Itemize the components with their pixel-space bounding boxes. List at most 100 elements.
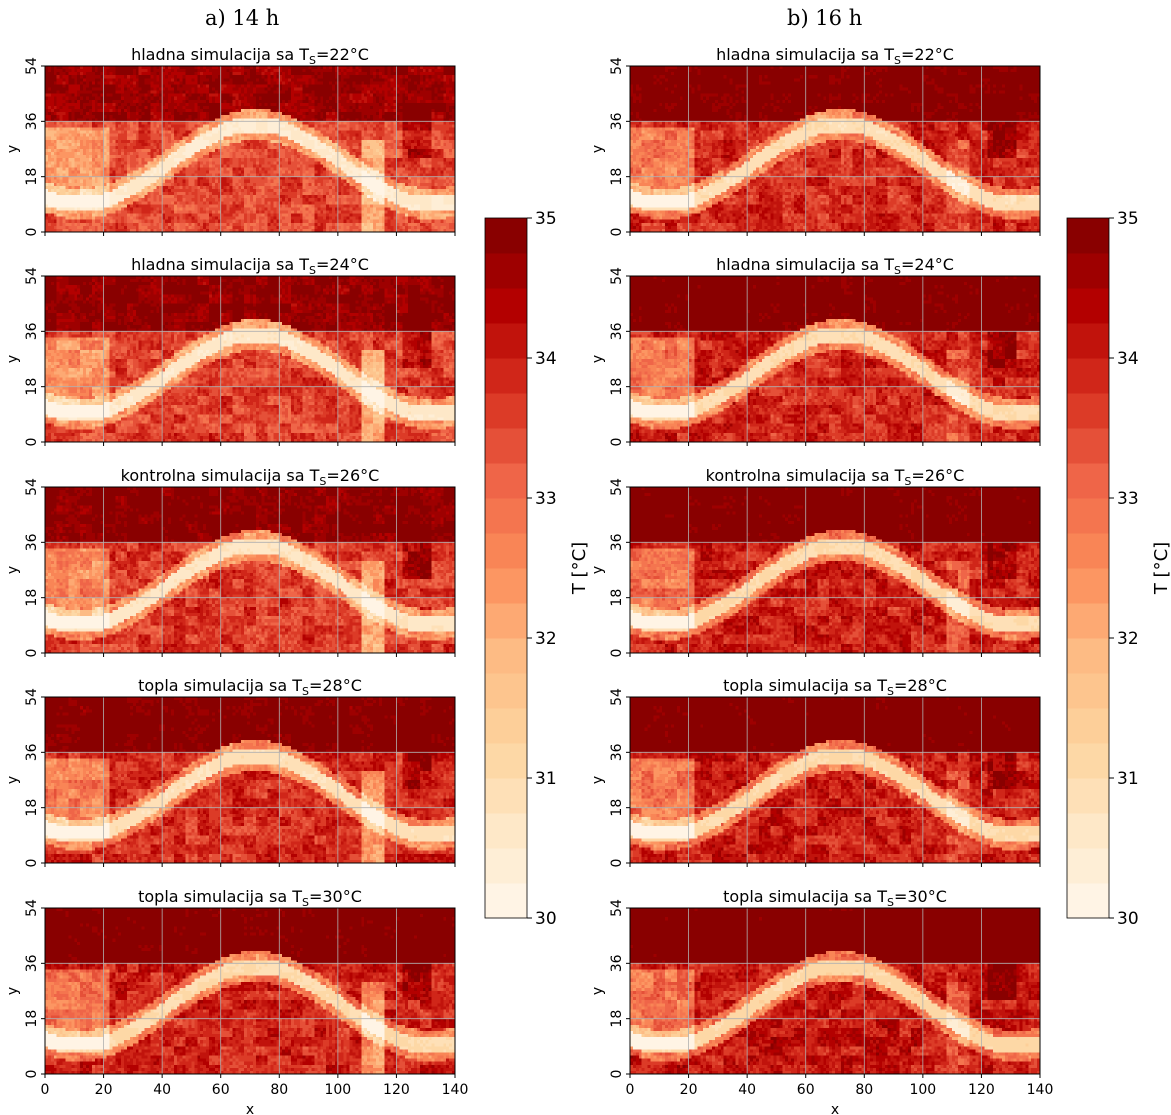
- heatmap-panel: [630, 487, 1040, 653]
- colorbar-level: [485, 323, 527, 359]
- y-tick-label: 54: [24, 688, 40, 706]
- colorbar-level: [485, 253, 527, 289]
- y-tick-label: 36: [24, 533, 40, 551]
- colorbar-level: [1067, 358, 1109, 394]
- colorbar-level: [485, 393, 527, 429]
- panel-title-suffix: =26°C: [911, 466, 964, 485]
- y-tick-label: 0: [609, 438, 625, 447]
- panel-title: hladna simulacija sa TS=22°C: [131, 45, 369, 67]
- panel-title-subscript: S: [302, 896, 309, 909]
- colorbar-level: [485, 498, 527, 534]
- x-tick-label: 100: [324, 1082, 351, 1098]
- colorbar-tick-label: 33: [535, 489, 557, 509]
- panel-title: topla simulacija sa TS=28°C: [138, 676, 362, 698]
- x-tick-label: 0: [41, 1082, 50, 1098]
- panel-title: kontrolna simulacija sa TS=26°C: [121, 466, 380, 488]
- y-tick-label: 18: [609, 1010, 625, 1028]
- panel-title-suffix: =28°C: [309, 676, 362, 695]
- colorbar-tick-label: 31: [535, 769, 557, 789]
- colorbar-level: [1067, 813, 1109, 849]
- y-axis-label: y: [5, 987, 21, 995]
- colorbar-tick-label: 31: [1117, 769, 1139, 789]
- y-tick-label: 18: [609, 589, 625, 607]
- y-tick-label: 54: [24, 57, 40, 75]
- x-tick-label: 120: [968, 1082, 995, 1098]
- panel-title: topla simulacija sa TS=30°C: [138, 887, 362, 909]
- panel-title-prefix: topla simulacija sa T: [138, 676, 302, 695]
- colorbar-level: [1067, 428, 1109, 464]
- panel-title-subscript: S: [887, 896, 894, 909]
- heatmap-panel: [45, 276, 455, 442]
- x-tick-label: 100: [909, 1082, 936, 1098]
- y-tick-label: 36: [609, 322, 625, 340]
- x-tick-label: 40: [738, 1082, 756, 1098]
- y-tick-label: 36: [24, 322, 40, 340]
- panel-title: hladna simulacija sa TS=24°C: [131, 255, 369, 277]
- y-tick-label: 18: [24, 589, 40, 607]
- y-tick-label: 36: [24, 743, 40, 761]
- y-tick-label: 18: [609, 168, 625, 186]
- y-tick-label: 36: [609, 533, 625, 551]
- x-tick-label: 20: [95, 1082, 113, 1098]
- panel-title-prefix: topla simulacija sa T: [723, 887, 887, 906]
- colorbar-level: [1067, 883, 1109, 919]
- colorbar-level: [485, 673, 527, 709]
- colorbar-level: [1067, 253, 1109, 289]
- panel-title: hladna simulacija sa TS=22°C: [716, 45, 954, 67]
- colorbar-tick-label: 30: [535, 909, 557, 929]
- x-tick-label: 40: [153, 1082, 171, 1098]
- column-title-a: a) 14 h: [205, 6, 280, 30]
- panel-frame: [629, 907, 1041, 1075]
- heatmap-panel: [630, 697, 1040, 863]
- panel-frame: [629, 275, 1041, 443]
- panel-frame: [44, 65, 456, 233]
- x-tick-label: 120: [383, 1082, 410, 1098]
- panel-title-suffix: =24°C: [316, 255, 369, 274]
- panel-title: topla simulacija sa TS=28°C: [723, 676, 947, 698]
- x-tick-label: 140: [442, 1082, 469, 1098]
- y-tick-label: 18: [609, 378, 625, 396]
- y-tick-label: 18: [24, 378, 40, 396]
- x-tick-label: 80: [270, 1082, 288, 1098]
- colorbar-tick-label: 34: [535, 349, 557, 369]
- y-tick-label: 18: [24, 168, 40, 186]
- heatmap-panel: [45, 66, 455, 232]
- colorbar-level: [485, 568, 527, 604]
- colorbar-tick-label: 35: [535, 209, 557, 229]
- panel-frame: [44, 486, 456, 654]
- colorbar-level: [1067, 708, 1109, 744]
- colorbar-level: [1067, 568, 1109, 604]
- y-tick-label: 0: [609, 1070, 625, 1079]
- x-tick-label: 60: [212, 1082, 230, 1098]
- y-tick-label: 18: [609, 799, 625, 817]
- panel-title: kontrolna simulacija sa TS=26°C: [706, 466, 965, 488]
- colorbar-level: [485, 708, 527, 744]
- y-tick-label: 0: [24, 438, 40, 447]
- colorbar-tick-label: 32: [535, 629, 557, 649]
- panel-title-subscript: S: [319, 475, 326, 488]
- y-tick-label: 0: [24, 1070, 40, 1079]
- panel-frame: [629, 486, 1041, 654]
- colorbar-level: [1067, 218, 1109, 254]
- y-tick-label: 54: [609, 478, 625, 496]
- x-tick-label: 140: [1027, 1082, 1054, 1098]
- colorbar-tick-label: 34: [1117, 349, 1139, 369]
- colorbar-level: [1067, 673, 1109, 709]
- colorbar-level: [485, 883, 527, 919]
- heatmap-panel: [630, 66, 1040, 232]
- y-tick-label: 0: [609, 859, 625, 868]
- colorbar-level: [485, 358, 527, 394]
- y-axis-label: y: [590, 776, 606, 784]
- y-axis-label: y: [590, 355, 606, 363]
- panel-title: hladna simulacija sa TS=24°C: [716, 255, 954, 277]
- y-tick-label: 54: [609, 899, 625, 917]
- colorbar-label: T [°C]: [1151, 542, 1171, 595]
- y-tick-label: 36: [24, 112, 40, 130]
- panel-title-subscript: S: [894, 54, 901, 67]
- y-axis-label: y: [5, 355, 21, 363]
- colorbar-level: [485, 778, 527, 814]
- colorbar-level: [1067, 533, 1109, 569]
- colorbar-level: [1067, 778, 1109, 814]
